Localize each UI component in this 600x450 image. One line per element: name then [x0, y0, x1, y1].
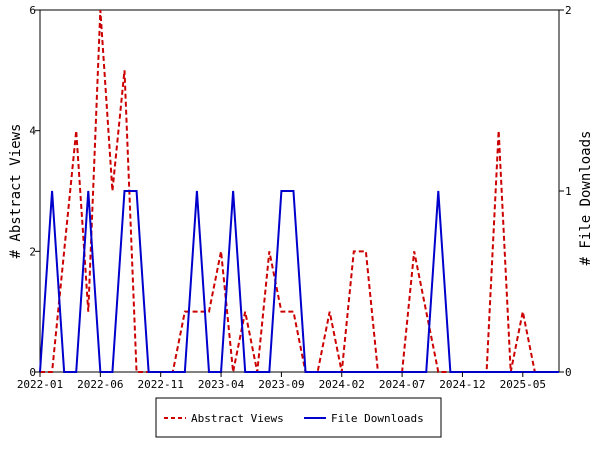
x-tick-label: 2024-07: [379, 378, 425, 391]
x-tick-label: 2022-01: [17, 378, 63, 391]
x-tick-label: 2024-12: [439, 378, 485, 391]
legend-label-file-downloads: File Downloads: [331, 412, 424, 425]
y-right-tick-label: 0: [565, 366, 572, 379]
y-right-tick-label: 1: [565, 185, 572, 198]
plot-frame: [39, 9, 560, 373]
series-line-abstract-views: [40, 9, 559, 373]
x-tick-label: 2022-06: [77, 378, 123, 391]
y-left-tick-label: 2: [29, 245, 36, 258]
y-left-tick-label: 0: [29, 366, 36, 379]
y-right-tick-label: 2: [565, 4, 572, 17]
series-layer: [39, 9, 559, 373]
y-axis-left-title: # Abstract Views: [8, 124, 24, 259]
y-axis-right-title: # File Downloads: [578, 131, 594, 266]
y-axis-left: 0 2 4 6: [29, 4, 40, 379]
legend-box: [155, 397, 442, 438]
plot-area: [39, 9, 560, 373]
y-left-tick-label: 4: [29, 125, 36, 138]
series-line-file-downloads: [39, 190, 559, 373]
y-left-tick-label: 6: [29, 4, 36, 17]
legend: Abstract Views File Downloads: [155, 397, 442, 438]
x-tick-label: 2025-05: [500, 378, 546, 391]
x-tick-label: 2023-09: [258, 378, 304, 391]
x-tick-label: 2023-04: [198, 378, 245, 391]
y-axis-right: 0 1 2: [559, 4, 572, 379]
legend-label-abstract-views: Abstract Views: [191, 412, 284, 425]
x-tick-label: 2022-11: [138, 378, 184, 391]
x-axis: 2022-01 2022-06 2022-11 2023-04 2023-09 2024-…: [17, 372, 546, 391]
x-tick-label: 2024-02: [319, 378, 365, 391]
